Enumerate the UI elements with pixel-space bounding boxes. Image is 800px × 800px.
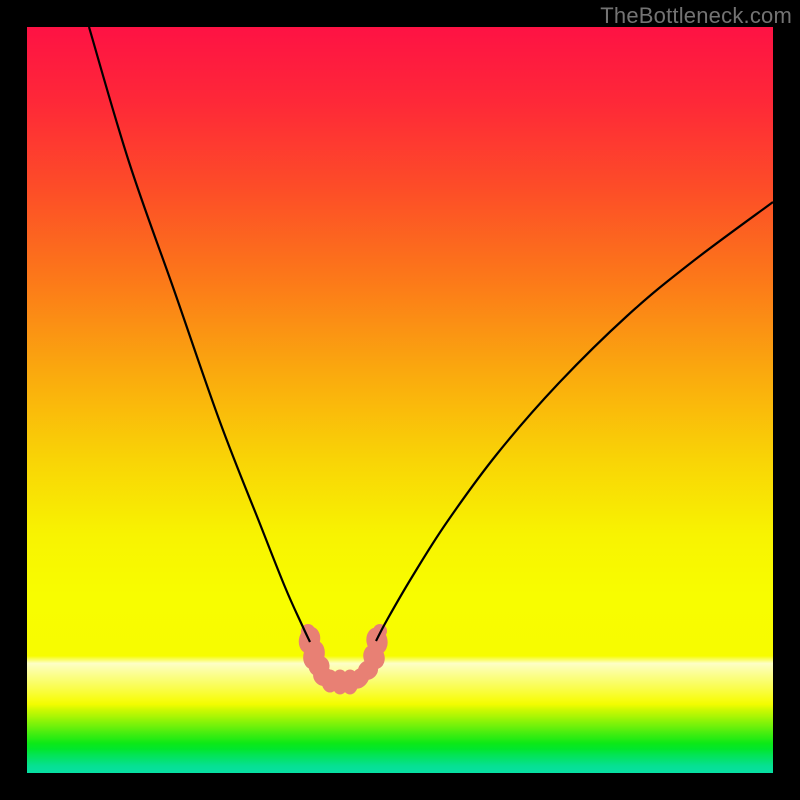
plot-area xyxy=(27,27,773,773)
watermark-text: TheBottleneck.com xyxy=(600,3,792,29)
background-gradient xyxy=(27,27,773,773)
